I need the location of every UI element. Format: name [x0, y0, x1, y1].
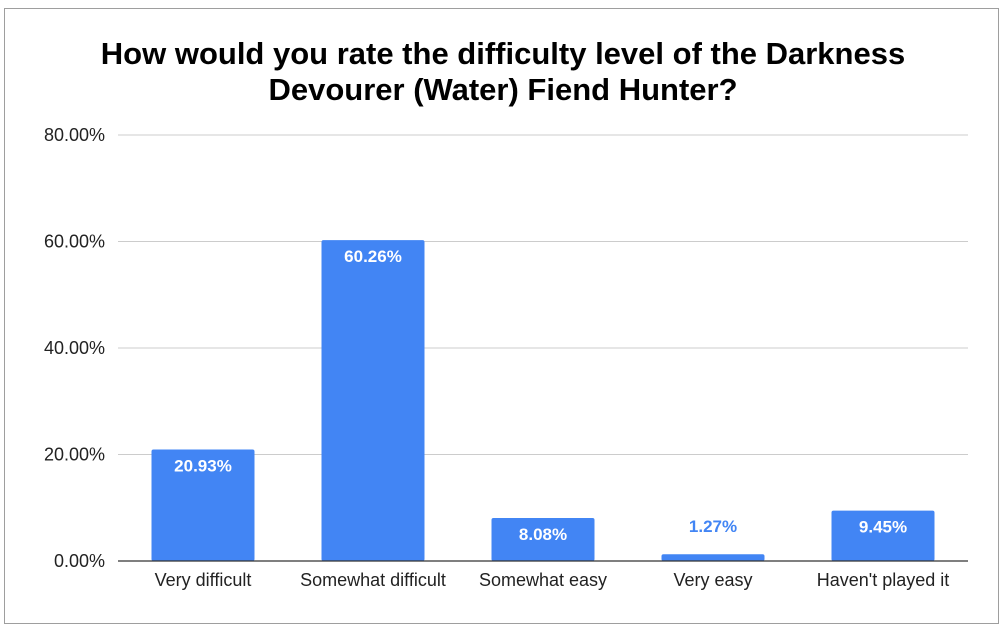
chart-title-line-1: How would you rate the difficulty level …	[101, 36, 905, 71]
y-tick-label: 60.00%	[44, 232, 105, 252]
y-tick-label: 0.00%	[54, 551, 105, 571]
data-label: 9.45%	[859, 518, 907, 537]
gridlines	[118, 134, 968, 455]
y-axis-ticks: 0.00% 20.00% 40.00% 60.00% 80.00%	[44, 125, 105, 571]
bar	[661, 554, 765, 561]
x-tick-label: Somewhat easy	[479, 570, 607, 590]
data-label: 60.26%	[344, 247, 402, 266]
data-label: 8.08%	[519, 525, 567, 544]
bar	[831, 510, 935, 561]
chart-title: How would you rate the difficulty level …	[101, 36, 905, 107]
data-label: 1.27%	[689, 517, 737, 536]
bars	[151, 240, 935, 562]
x-tick-label: Haven't played it	[817, 570, 950, 590]
bar	[491, 517, 595, 561]
x-axis-ticks: Very difficult Somewhat difficult Somewhat…	[155, 570, 950, 590]
bar	[151, 449, 255, 561]
y-tick-label: 40.00%	[44, 338, 105, 358]
chart-title-line-2: Devourer (Water) Fiend Hunter?	[268, 72, 737, 107]
x-tick-label: Very difficult	[155, 570, 252, 590]
y-tick-label: 80.00%	[44, 125, 105, 145]
data-label: 20.93%	[174, 457, 232, 476]
x-tick-label: Somewhat difficult	[300, 570, 446, 590]
data-labels: 20.93% 60.26% 8.08% 1.27% 9.45%	[174, 247, 907, 544]
y-tick-label: 20.00%	[44, 445, 105, 465]
bar	[321, 240, 425, 562]
x-tick-label: Very easy	[673, 570, 752, 590]
